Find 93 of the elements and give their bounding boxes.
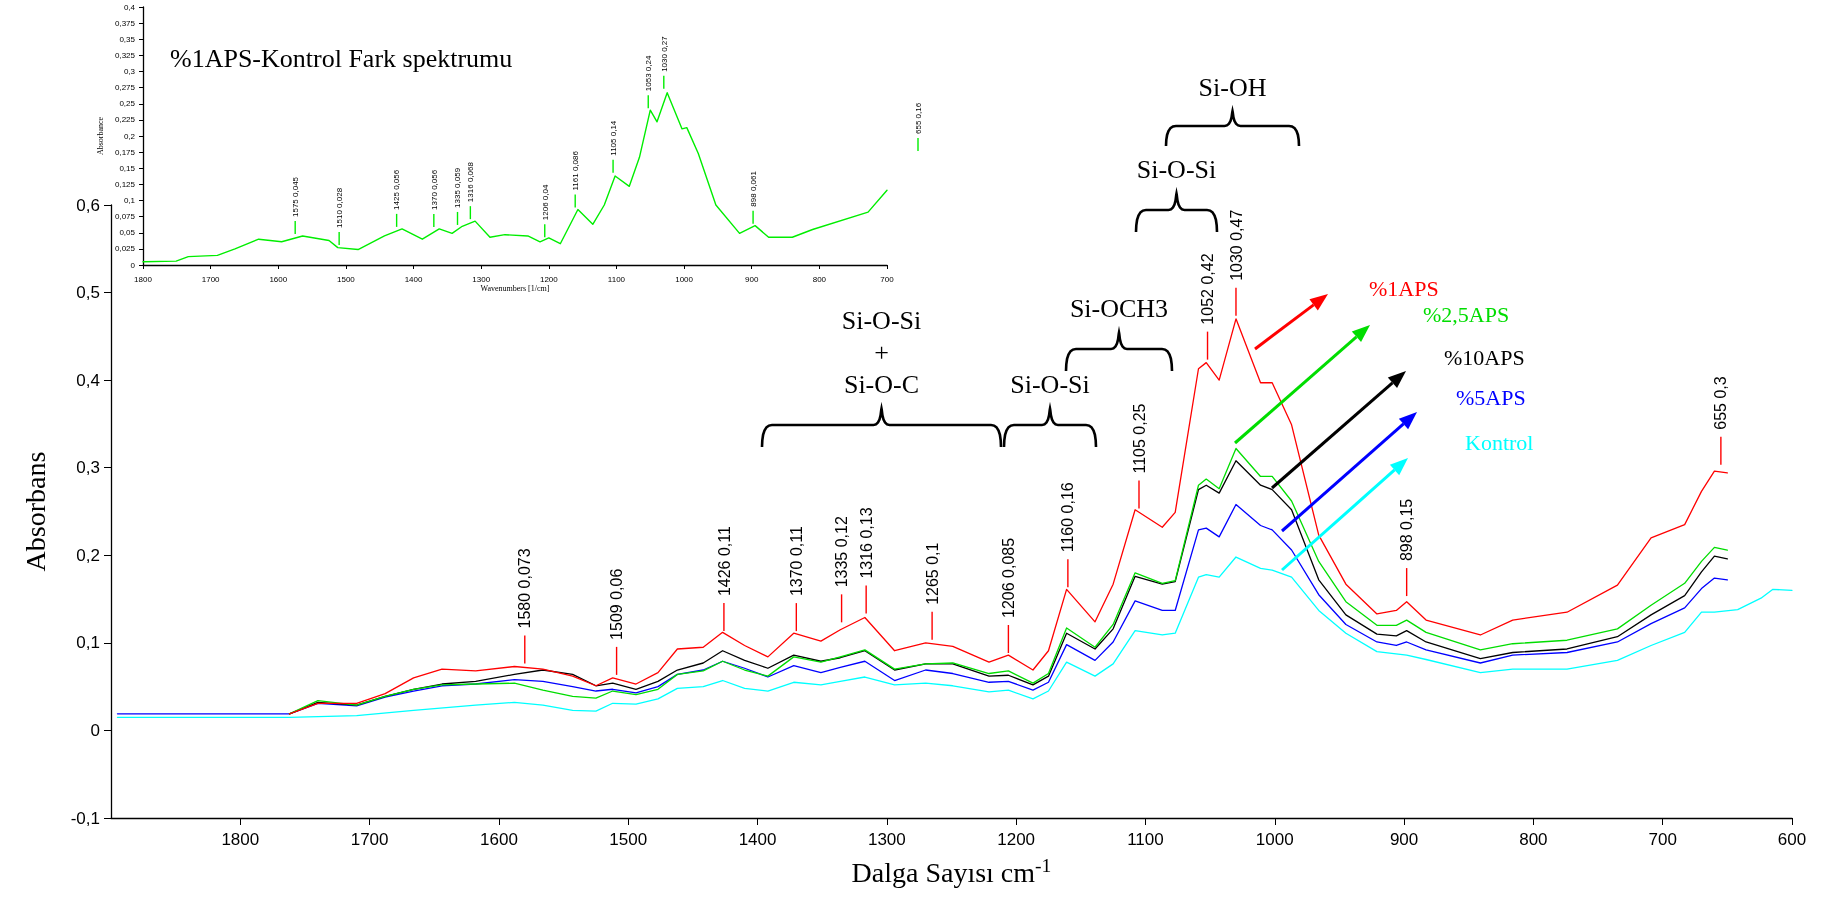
y-tick-label: 0,4: [123, 2, 136, 12]
x-tick-label: 1600: [269, 274, 288, 284]
x-tick-label: 1300: [472, 274, 491, 284]
annotation: 1370 0,056: [429, 169, 439, 210]
x-tick-label: 1400: [738, 830, 777, 849]
x-tick-label: 1200: [539, 274, 559, 284]
x-axis-title: Wavenumbers [1/cm]: [480, 284, 550, 293]
x-tick-label: 800: [1519, 830, 1548, 849]
annotation: 1316 0,13: [857, 507, 875, 579]
y-tick-label: 0,3: [76, 458, 100, 478]
annotation: 1426 0,11: [715, 526, 733, 597]
annotation: 1030 0,27: [659, 35, 669, 72]
x-tick-label: 1500: [337, 274, 356, 284]
annotation: 1316 0,068: [466, 161, 476, 203]
y-tick-label: 0,225: [114, 115, 136, 125]
x-tick-label: 1800: [221, 830, 260, 849]
x-tick-label: 1100: [1127, 830, 1164, 849]
annotation: 655 0,3: [1712, 376, 1730, 430]
legend-label: %1APS: [1369, 276, 1439, 302]
y-tick-label: 0,275: [114, 83, 136, 93]
y-tick-label: 0,375: [114, 18, 136, 28]
x-tick-label: 1000: [1255, 830, 1294, 849]
y-tick-label: 0,3: [123, 67, 136, 76]
x-tick-label: 900: [1389, 830, 1419, 849]
y-tick-label: 0: [130, 260, 136, 270]
y-tick-label: 0,15: [119, 163, 136, 173]
x-tick-label: 1700: [201, 274, 221, 284]
line-series: [142, 92, 888, 263]
text: %5APS: [1456, 385, 1526, 411]
annotation: 1335 0,12: [833, 516, 851, 588]
y-axis-title: Absorbance: [95, 116, 105, 156]
y-tick-label: 0,075: [114, 212, 136, 222]
annotation: Si-O-Si + Si-O-C: [841, 306, 922, 399]
annotation: 1030 0,47: [1227, 209, 1245, 281]
annotation: 1580 0,073: [516, 548, 534, 629]
y-tick-label: -0,1: [70, 808, 100, 828]
annotation: 1370 0,11: [787, 526, 805, 597]
x-tick-label: 1200: [997, 830, 1036, 849]
annotation: 1575 0,045: [290, 176, 300, 217]
text: %1APS-Kontrol Fark spektrumu: [170, 43, 513, 73]
y-tick-label: 0,1: [123, 196, 136, 205]
annotation: 898 0,061: [748, 170, 758, 207]
annotation: 1206 0,085: [1000, 537, 1017, 618]
y-tick-label: 0,6: [76, 195, 100, 215]
x-tick-label: 1700: [350, 830, 389, 849]
y-axis-title: Absorbans: [19, 451, 51, 572]
x-tick-label: 1400: [404, 274, 423, 284]
annotation: 1265 0,1: [923, 542, 941, 605]
annotation: 1160 0,16: [1059, 482, 1077, 553]
x-axis-title: Dalga Sayısı cm$^{-1}$: [851, 854, 1052, 888]
y-tick-label: 0,25: [119, 99, 136, 109]
y-tick-label: 0,4: [76, 370, 100, 390]
y-tick-label: 0,5: [76, 283, 100, 303]
y-tick-label: 0,325: [114, 50, 136, 60]
y-tick-label: 0,025: [114, 244, 136, 254]
annotation: 1335 0,059: [453, 167, 463, 208]
annotation: 1053 0,24: [644, 55, 654, 92]
annotation: 1510 0,028: [334, 187, 344, 228]
text: Si-OH: [1198, 73, 1267, 102]
text: Si-O-Si: [1136, 155, 1217, 184]
text: %2,5APS: [1423, 302, 1510, 328]
annotation: 1425 0,056: [392, 169, 402, 210]
y-tick-label: 0,05: [119, 228, 136, 238]
annotation: 1206 0,04: [540, 184, 550, 221]
text: Kontrol: [1465, 430, 1534, 456]
x-tick-label: 1300: [867, 830, 906, 849]
text: %10APS: [1444, 345, 1525, 371]
y-tick-label: 0: [90, 720, 100, 740]
annotation: 1052 0,42: [1199, 253, 1217, 325]
x-tick-label: 900: [745, 274, 759, 284]
x-tick-label: 700: [880, 274, 895, 284]
y-tick-label: 0,175: [114, 147, 136, 157]
x-tick-label: 800: [812, 274, 827, 284]
x-tick-label: 700: [1648, 830, 1677, 849]
text: 655 0,16: [913, 102, 923, 134]
x-tick-label: 1100: [607, 274, 626, 284]
annotation: 1105 0,25: [1130, 403, 1148, 474]
x-tick-label: 1000: [675, 274, 694, 284]
annotation: Si-OCH3: [1069, 294, 1169, 323]
y-tick-label: 0,125: [114, 179, 136, 189]
x-tick-label: 1600: [480, 830, 518, 849]
annotation: 1509 0,06: [608, 568, 626, 640]
x-tick-label: 600: [1777, 830, 1807, 849]
y-tick-label: 0,2: [76, 545, 100, 565]
y-tick-label: 0,2: [123, 131, 136, 141]
y-tick-label: 0,1: [76, 633, 100, 653]
annotation: 898 0,15: [1398, 498, 1416, 562]
y-tick-label: 0,35: [119, 34, 136, 44]
x-tick-label: 1500: [609, 830, 648, 849]
annotation: Si-O-Si: [1010, 370, 1090, 399]
annotation: 1161 0,086: [571, 150, 580, 191]
annotation: 1105 0,14: [608, 120, 618, 156]
x-tick-label: 1800: [134, 274, 153, 284]
